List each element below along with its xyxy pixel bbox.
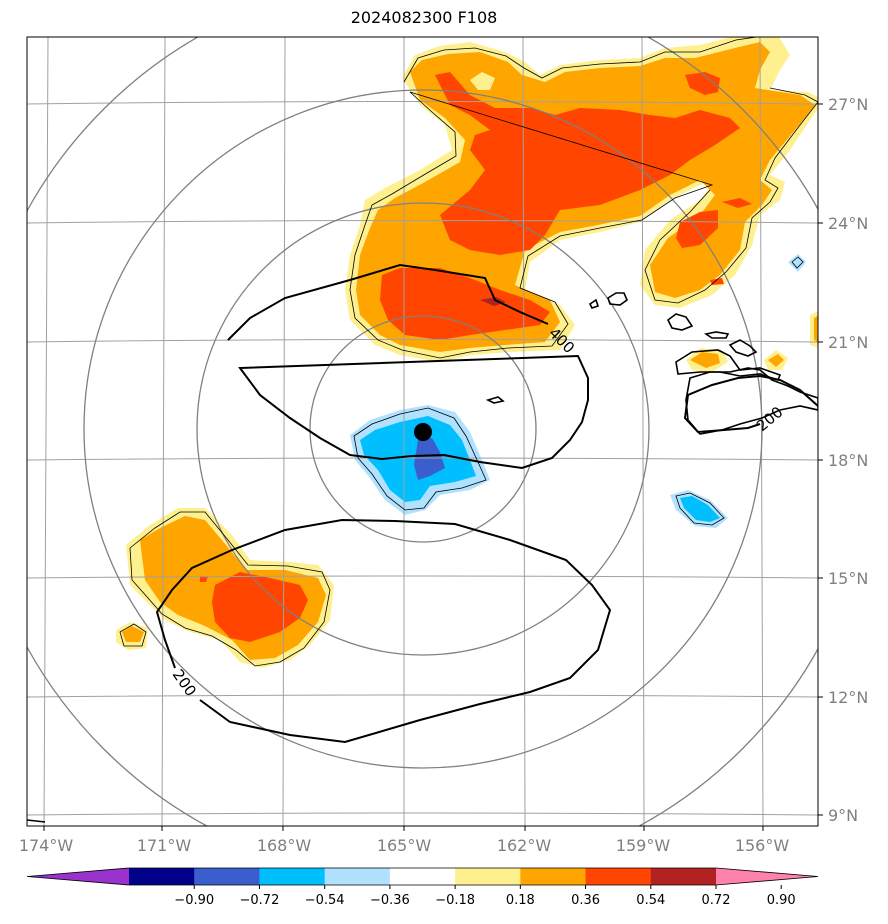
colorbar-tick-label: −0.54 [305, 893, 345, 908]
colorbar-swatch [455, 868, 521, 885]
axis-ticks [43, 103, 823, 831]
island-kauai [666, 313, 694, 331]
longitude-line-162w [522, 37, 526, 826]
anomaly-contour-north [349, 37, 818, 359]
longitude-labels: 174°W 171°W 168°W 165°W 162°W 159°W 156°… [19, 836, 790, 855]
lat-label-18n: 18°N [828, 451, 868, 470]
colorbar-tick-label: −0.18 [435, 893, 475, 908]
island-nihoa [588, 298, 600, 309]
lon-label-174w: 174°W [19, 836, 74, 855]
latitude-line-27n [27, 101, 818, 105]
island-big-island [685, 367, 818, 435]
latitude-line-18n [27, 457, 818, 461]
anomaly-contours [119, 37, 818, 667]
colorbar: −0.90 −0.72 −0.54 −0.36 −0.18 0.18 0.36 0.54 0.7… [26, 867, 819, 908]
island-niihau [607, 292, 628, 306]
anomaly-field [116, 37, 818, 668]
latitude-labels: 27°N 24°N 21°N 18°N 15°N 12°N 9°N [828, 95, 868, 825]
colorbar-swatch [650, 868, 717, 885]
colorbar-tick-label: 0.90 [767, 893, 796, 908]
range-ring-1 [309, 315, 537, 543]
colorbar-swatch [520, 868, 587, 885]
longitude-line-168w [282, 37, 286, 826]
range-rings [27, 37, 818, 826]
lon-label-165w: 165°W [377, 836, 432, 855]
positive-anomaly-southwest-red [200, 572, 308, 642]
contour-400 [227, 263, 589, 470]
longitude-line-159w [641, 37, 645, 826]
storm-center-marker [414, 423, 432, 441]
island-necker [485, 396, 505, 404]
map-title: 2024082300 F108 [350, 8, 498, 27]
colorbar-tick-label: 0.36 [571, 893, 600, 908]
island-molokai [728, 339, 758, 357]
positive-anomaly-east-pocket [686, 311, 818, 372]
lon-label-168w: 168°W [257, 836, 312, 855]
lon-label-171w: 171°W [137, 836, 192, 855]
colorbar-swatch [324, 868, 391, 885]
latitude-line-24n [27, 220, 818, 224]
height-contours [155, 263, 818, 744]
colorbar-swatch [194, 868, 260, 885]
colorbar-outline [26, 867, 819, 886]
map-frame [26, 36, 819, 827]
lon-label-159w: 159°W [616, 836, 671, 855]
positive-anomaly-north-red [380, 72, 752, 340]
colorbar-tick-label: −0.72 [240, 893, 280, 908]
lat-label-15n: 15°N [828, 569, 868, 588]
contour-200-east [683, 374, 818, 434]
latitude-line-15n [27, 575, 818, 579]
lat-label-21n: 21°N [828, 333, 868, 352]
positive-anomaly-north-inner-pale [470, 72, 495, 90]
coast-southwest-edge [27, 819, 46, 823]
lat-label-12n: 12°N [828, 688, 868, 707]
lat-label-9n: 9°N [828, 806, 858, 825]
range-ring-3 [83, 89, 763, 769]
colorbar-extend-low [27, 868, 129, 885]
island-maui-east [675, 349, 782, 381]
positive-anomaly-north-darkred [480, 297, 506, 306]
contour-label-200-south: 200 [169, 666, 200, 700]
graticule [27, 37, 818, 826]
anomaly-contour-southwest [119, 511, 331, 667]
range-ring-2 [196, 202, 650, 656]
colorbar-tick-label: 0.54 [636, 893, 665, 908]
colorbar-extend-high [716, 868, 818, 885]
positive-anomaly-east-pocket-orange [690, 315, 818, 368]
colorbar-tick-label: 0.18 [506, 893, 535, 908]
colorbar-swatch [129, 868, 195, 885]
longitude-line-171w [161, 37, 166, 826]
negative-anomaly-east-blue [680, 496, 720, 522]
anomaly-contour-east [675, 256, 804, 526]
colorbar-tick-label: 0.72 [702, 893, 731, 908]
colorbar-swatch [389, 868, 456, 885]
lon-label-156w: 156°W [735, 836, 790, 855]
colorbar-swatch [585, 868, 652, 885]
lon-label-162w: 162°W [497, 836, 552, 855]
anomaly-contour-center [353, 407, 487, 511]
latitude-line-12n [27, 694, 818, 698]
longitude-line-174w [43, 37, 49, 826]
island-oahu [703, 331, 730, 339]
colorbar-tick-label: −0.90 [174, 893, 214, 908]
colorbar-tick-label: −0.36 [370, 893, 410, 908]
latitude-line-9n [27, 812, 818, 816]
contour-label-200-east: 200 [753, 403, 787, 435]
lat-label-24n: 24°N [828, 214, 868, 233]
colorbar-swatch [259, 868, 326, 885]
contour-200-south [155, 518, 612, 744]
lat-label-27n: 27°N [828, 95, 868, 114]
latitude-line-21n [27, 339, 818, 343]
negative-anomaly-center-core [414, 438, 445, 480]
coastlines [27, 292, 818, 823]
